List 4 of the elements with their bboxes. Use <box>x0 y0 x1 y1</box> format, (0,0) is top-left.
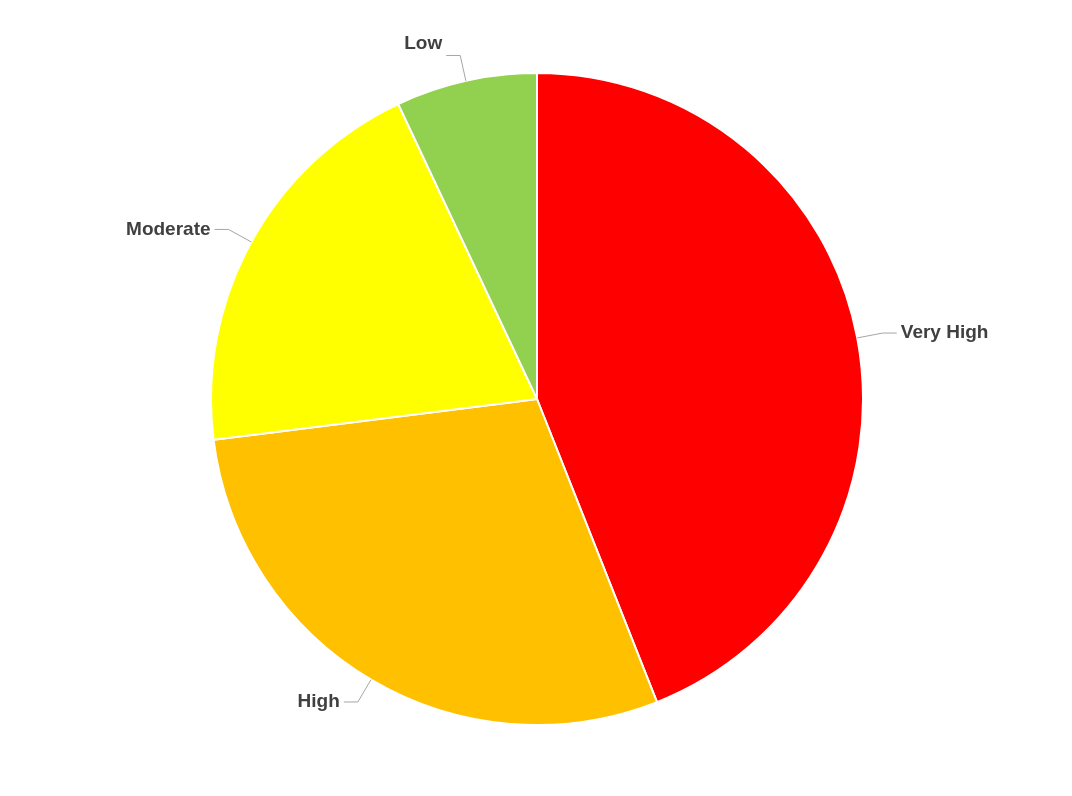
slice-label: Moderate <box>126 217 211 239</box>
slice-label: Very High <box>900 321 989 343</box>
slice-label: Low <box>404 31 443 53</box>
slice-label: High <box>297 690 340 712</box>
